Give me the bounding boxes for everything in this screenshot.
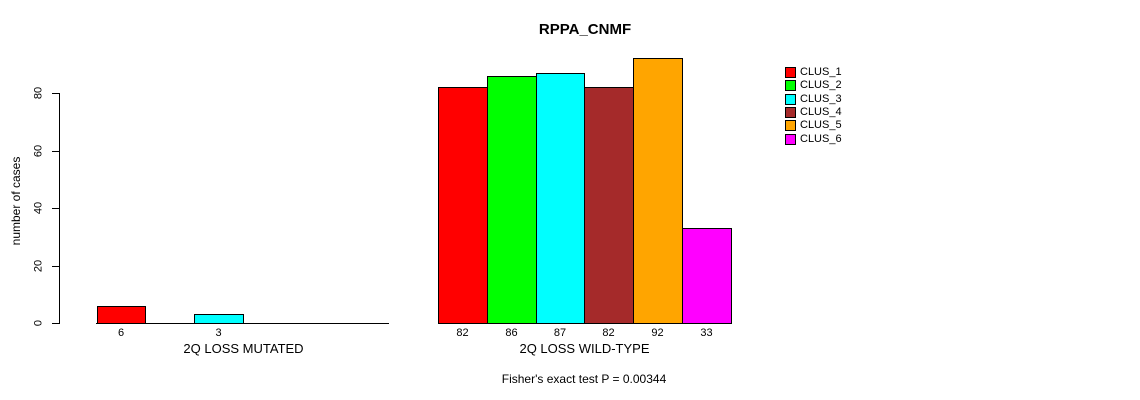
- chart-title: RPPA_CNMF: [538, 21, 632, 38]
- legend-label: CLUS_1: [800, 66, 842, 79]
- legend-swatch: [785, 67, 796, 79]
- y-tick: [52, 151, 60, 152]
- legend-label: CLUS_3: [800, 92, 842, 105]
- bar-clus_6: [682, 228, 732, 324]
- fisher-test-note: Fisher's exact test P = 0.00344: [501, 372, 667, 386]
- legend: CLUS_1 CLUS_2 CLUS_3 CLUS_4 CLUS_5 CLUS_6: [785, 66, 842, 146]
- bar-clus_2: [487, 76, 537, 324]
- legend-label: CLUS_2: [800, 79, 842, 92]
- legend-item-clus_3: CLUS_3: [785, 93, 842, 106]
- legend-label: CLUS_5: [800, 119, 842, 132]
- bar-clus_3: [194, 314, 244, 324]
- y-tick-label: 0: [32, 319, 45, 327]
- legend-item-clus_1: CLUS_1: [785, 66, 842, 79]
- legend-swatch: [785, 80, 796, 92]
- bar-clus_1: [438, 87, 488, 324]
- bar-clus_4: [584, 87, 634, 324]
- y-tick: [52, 208, 60, 209]
- group-label: 2Q LOSS WILD-TYPE: [519, 341, 650, 356]
- y-tick-label: 20: [32, 259, 45, 273]
- bar-value-label: 92: [651, 327, 664, 339]
- legend-label: CLUS_6: [800, 132, 842, 145]
- legend-item-clus_2: CLUS_2: [785, 79, 842, 92]
- y-tick: [52, 93, 60, 94]
- bar-clus_5: [633, 58, 683, 324]
- bar-clus_1: [97, 306, 146, 324]
- bar-value-label: 82: [602, 327, 615, 339]
- y-tick-label: 60: [32, 144, 45, 158]
- bar-value-label: 33: [700, 327, 713, 339]
- legend-swatch: [785, 133, 796, 145]
- legend-swatch: [785, 120, 796, 132]
- legend-item-clus_6: CLUS_6: [785, 132, 842, 145]
- y-tick: [52, 266, 60, 267]
- y-axis-title: number of cases: [9, 156, 23, 246]
- legend-item-clus_4: CLUS_4: [785, 106, 842, 119]
- y-tick-label: 40: [32, 201, 45, 215]
- bar-value-label: 87: [553, 327, 567, 339]
- legend-swatch: [785, 93, 796, 105]
- group-label: 2Q LOSS MUTATED: [183, 341, 304, 356]
- legend-label: CLUS_4: [800, 106, 842, 119]
- bar-value-label: 3: [215, 327, 222, 339]
- bar-value-label: 6: [117, 327, 125, 339]
- y-tick-label: 80: [32, 86, 45, 100]
- bar-value-label: 82: [456, 327, 469, 339]
- bar-value-label: 86: [505, 327, 518, 339]
- legend-item-clus_5: CLUS_5: [785, 119, 842, 132]
- bar-clus_3: [536, 73, 585, 324]
- y-tick: [52, 323, 60, 324]
- legend-swatch: [785, 107, 796, 119]
